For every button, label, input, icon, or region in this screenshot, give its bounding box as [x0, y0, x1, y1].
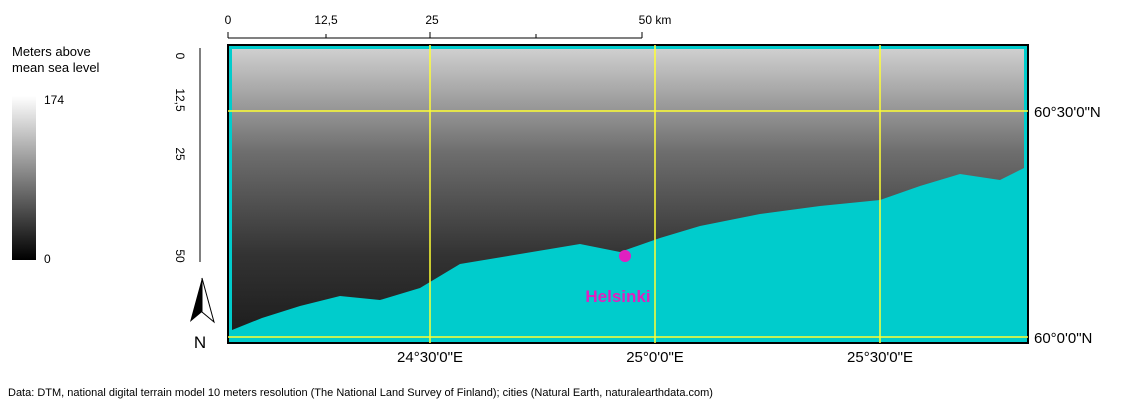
longitude-label: 24°30'0"E [397, 349, 463, 366]
page: {"legend": {"title_lines": ["Meters abov… [0, 0, 1126, 403]
legend-title: mean sea level [12, 60, 100, 75]
vscale-label: 0 [173, 53, 187, 60]
longitude-label: 25°30'0"E [847, 349, 913, 366]
map: Meters above mean sea level 174 0 0 12,5… [0, 0, 1126, 403]
footer: Data: DTM, national digital terrain mode… [8, 387, 713, 399]
vscale-label: 25 [173, 147, 187, 161]
legend-min: 0 [44, 252, 51, 266]
vscale-label: 12,5 [173, 88, 187, 112]
legend-title: Meters above [12, 44, 91, 59]
scale-label: 50 km [639, 13, 672, 27]
latitude-label: 60°0'0"N [1034, 330, 1092, 347]
north-arrow [190, 278, 202, 322]
legend-max: 174 [44, 93, 64, 107]
city-label: Helsinki [585, 287, 650, 306]
longitude-label: 25°0'0"E [626, 349, 684, 366]
legend-ramp [12, 96, 36, 260]
north-arrow [202, 278, 214, 322]
vscale-label: 50 [173, 249, 187, 263]
scale-label: 25 [425, 13, 439, 27]
city-marker [619, 250, 631, 262]
scale-bar [228, 32, 642, 38]
scale-label: 12,5 [314, 13, 338, 27]
north-label: N [194, 333, 206, 352]
latitude-label: 60°30'0"N [1034, 104, 1101, 121]
scale-label: 0 [225, 13, 232, 27]
